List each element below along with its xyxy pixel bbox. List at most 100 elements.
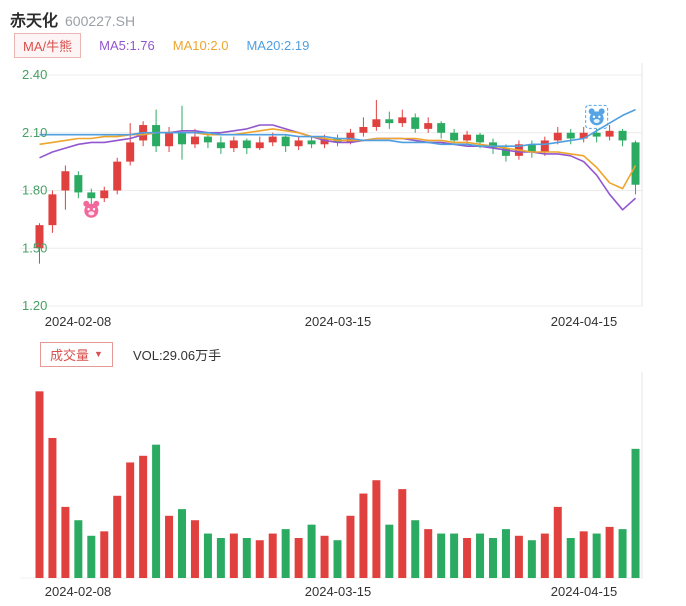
candle [346,132,355,143]
volume-bar [527,540,536,578]
volume-bar [592,533,601,578]
candle [100,190,109,199]
candle [255,142,264,149]
candle [540,140,549,152]
volume-bar [190,520,199,578]
candles-layer [35,100,640,264]
candle [631,142,640,185]
date-tick-label: 2024-02-08 [44,584,112,599]
ma-indicator-selector[interactable]: MA/牛熊 [14,33,82,58]
volume-bar [424,529,433,578]
volume-bar [411,520,420,578]
volume-bar [476,533,485,578]
volume-bar [281,529,290,578]
volume-chart-xaxis: 2024-02-08 2024-03-15 2024-04-15 [0,584,686,600]
volume-bars-layer [35,391,640,578]
volume-bar [48,438,57,578]
candle [203,136,212,143]
volume-bar [333,540,342,578]
price-tick-label: 1.20 [22,298,47,312]
bull-signal-icon[interactable] [83,200,100,218]
candle [398,117,407,124]
candle [437,123,446,133]
volume-bar [488,538,497,578]
candle [242,140,251,149]
candle [605,130,614,137]
bear-signal-icon[interactable] [585,104,609,129]
candle [190,136,199,145]
candle [307,140,316,145]
volume-bar [553,506,562,578]
candle [216,142,225,149]
candle [87,192,96,199]
volume-bar [152,444,161,578]
candle [268,136,277,143]
volume-bar [268,533,277,578]
volume-bar [229,533,238,578]
volume-bar [437,533,446,578]
candle [463,134,472,141]
ma5-value-label: MA5:1.76 [99,38,155,53]
date-tick-label: 2024-02-08 [44,314,112,329]
price-chart-xaxis: 2024-02-08 2024-03-15 2024-04-15 [0,314,686,330]
candle [74,175,83,193]
candle [488,142,497,149]
price-tick-label: 1.80 [22,183,47,198]
volume-bar [398,489,407,578]
candle [126,142,135,162]
candle [113,161,122,191]
volume-label: 成交量 [50,348,90,363]
price-tick-label: 2.40 [22,67,47,82]
volume-bar [307,524,316,578]
volume-bar [100,531,109,578]
stock-name: 赤天化 [10,13,59,30]
volume-bar [61,506,70,578]
volume-bar [605,526,614,578]
candle [476,134,485,143]
price-tick-label: 1.50 [22,240,47,255]
volume-bar [178,509,187,578]
volume-bar [385,524,394,578]
date-tick-label: 2024-04-15 [550,314,618,329]
stock-code: 600227.SH [65,13,136,29]
candle [618,130,627,141]
candle [320,138,329,145]
candle [566,132,575,139]
dropdown-arrow-icon: ▼ [94,349,103,359]
volume-bar [501,529,510,578]
volume-bar [359,493,368,578]
volume-bar [346,515,355,578]
candle [35,225,44,249]
ma20-value-label: MA20:2.19 [246,38,310,53]
volume-bar [165,515,174,578]
volume-bar [74,520,83,578]
volume-bar [113,495,122,578]
volume-bar [203,533,212,578]
volume-bar [372,480,381,578]
candle [165,132,174,147]
date-tick-label: 2024-03-15 [304,314,372,329]
volume-bar [514,535,523,578]
volume-value-label: VOL:29.06万手 [132,348,222,363]
volume-bar [255,540,264,578]
candle [229,140,238,149]
volume-indicator-selector[interactable]: 成交量 ▼ [40,342,113,367]
volume-bar [242,538,251,578]
candlestick-chart[interactable]: 2.40 2.10 1.80 1.50 1.20 [0,60,686,312]
candle [359,126,368,133]
candle [152,125,161,147]
volume-chart[interactable] [0,372,686,584]
volume-bar [126,462,135,578]
header: 赤天化 600227.SH [10,7,135,31]
volume-header: 成交量 ▼ VOL:29.06万手 [40,342,221,367]
candle [450,132,459,141]
volume-bar [463,538,472,578]
ma10-value-label: MA10:2.0 [172,38,229,53]
volume-bar [87,535,96,578]
candle [281,136,290,147]
candle [61,171,70,191]
volume-bar [450,533,459,578]
candle [579,132,588,139]
candle [294,140,303,147]
